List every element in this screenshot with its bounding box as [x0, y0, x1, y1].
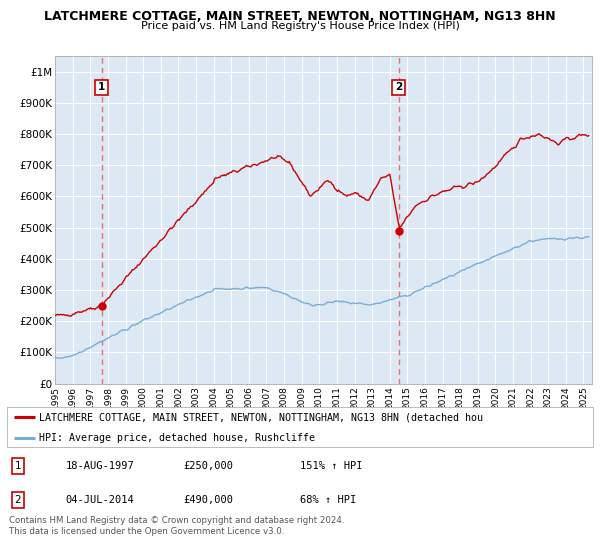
- Text: 2: 2: [14, 494, 21, 505]
- Text: 1: 1: [14, 461, 21, 471]
- Text: 2: 2: [395, 82, 402, 92]
- Text: 151% ↑ HPI: 151% ↑ HPI: [300, 461, 362, 471]
- Text: LATCHMERE COTTAGE, MAIN STREET, NEWTON, NOTTINGHAM, NG13 8HN (detached hou: LATCHMERE COTTAGE, MAIN STREET, NEWTON, …: [40, 413, 484, 422]
- Text: £250,000: £250,000: [183, 461, 233, 471]
- Text: LATCHMERE COTTAGE, MAIN STREET, NEWTON, NOTTINGHAM, NG13 8HN: LATCHMERE COTTAGE, MAIN STREET, NEWTON, …: [44, 10, 556, 23]
- Text: Price paid vs. HM Land Registry's House Price Index (HPI): Price paid vs. HM Land Registry's House …: [140, 21, 460, 31]
- Text: Contains HM Land Registry data © Crown copyright and database right 2024.
This d: Contains HM Land Registry data © Crown c…: [9, 516, 344, 536]
- Text: £490,000: £490,000: [183, 494, 233, 505]
- Text: 04-JUL-2014: 04-JUL-2014: [66, 494, 134, 505]
- Text: 1: 1: [98, 82, 105, 92]
- Text: 68% ↑ HPI: 68% ↑ HPI: [300, 494, 356, 505]
- Text: HPI: Average price, detached house, Rushcliffe: HPI: Average price, detached house, Rush…: [40, 433, 316, 443]
- Text: 18-AUG-1997: 18-AUG-1997: [66, 461, 134, 471]
